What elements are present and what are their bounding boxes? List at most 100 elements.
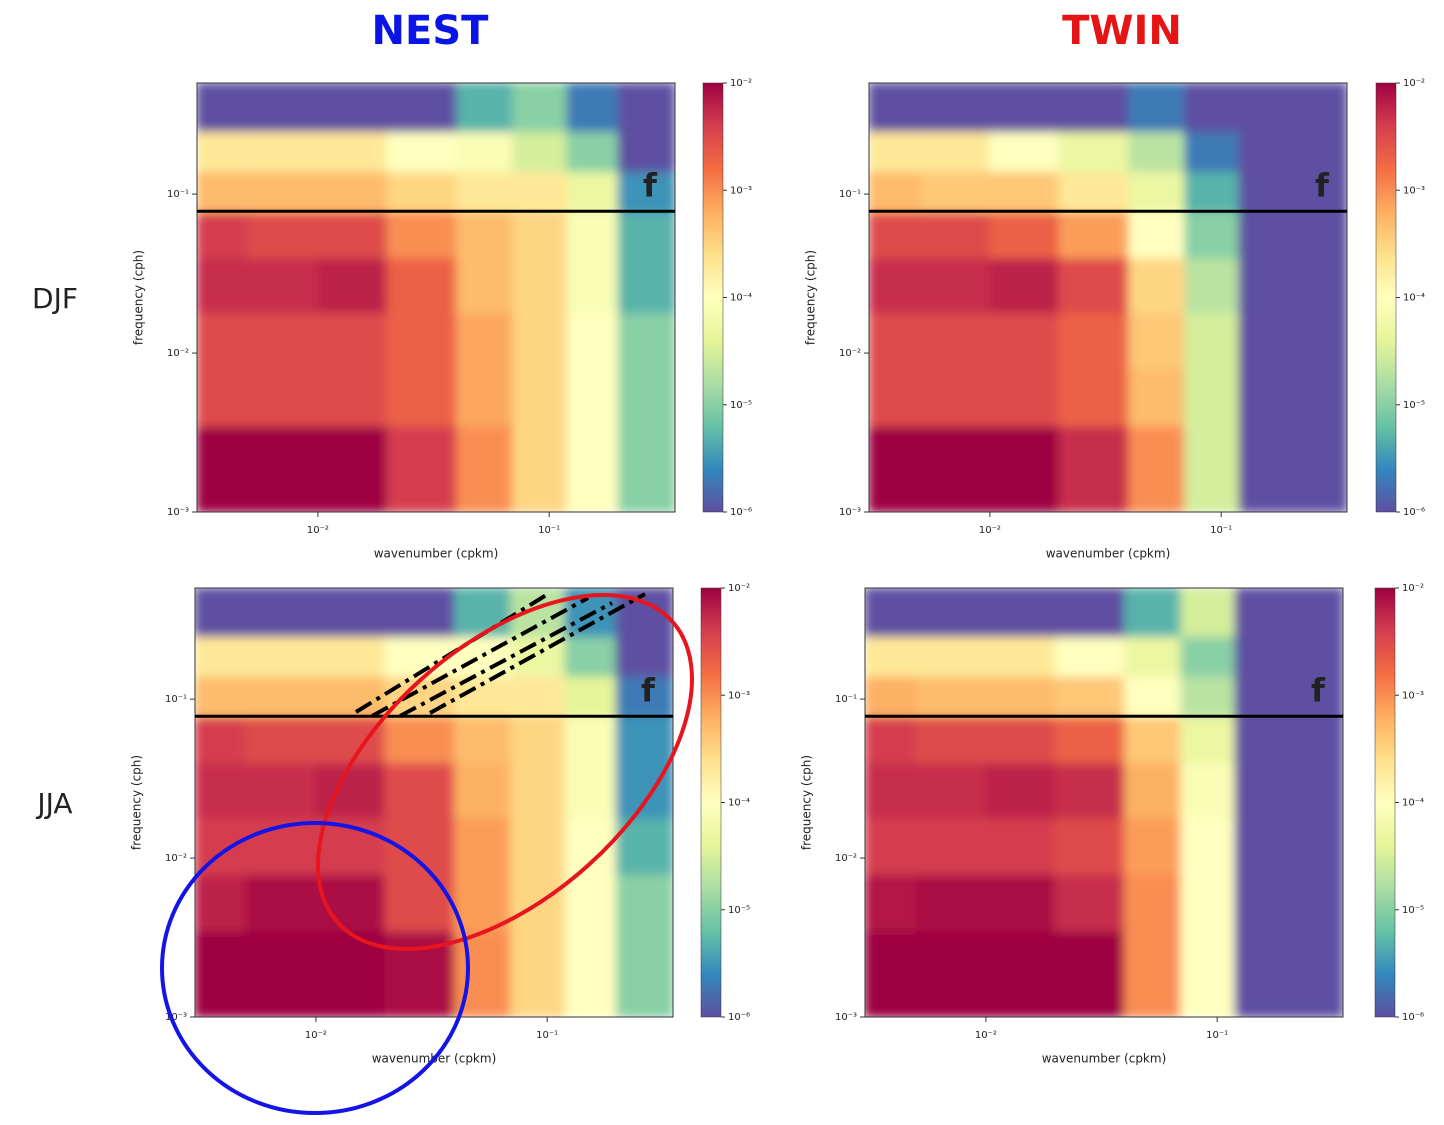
heatmap-cell (197, 367, 250, 427)
heatmap-cell (314, 761, 387, 819)
heatmap-cell (454, 588, 513, 637)
heatmap-cell (915, 816, 987, 875)
f-label: f (1311, 671, 1326, 709)
heatmap-cell (566, 424, 620, 512)
heatmap-cell (1058, 210, 1131, 259)
heatmap-cell (510, 761, 567, 819)
heatmap-cell (386, 210, 459, 259)
heatmap-cell (564, 872, 618, 932)
heatmap-cell (615, 929, 673, 1017)
heatmap-cell (1054, 872, 1127, 932)
heatmap-cell (1128, 169, 1187, 213)
heatmap-cell (1128, 424, 1187, 512)
heatmap-cells (197, 83, 675, 512)
colorbar-tick-label: 10⁻⁶ (728, 1012, 750, 1023)
heatmap-cell (615, 715, 673, 764)
heatmap-cell (566, 210, 620, 259)
y-axis-label: frequency (cph) (132, 250, 146, 345)
heatmap-cell (456, 169, 515, 213)
heatmap-cell (1285, 872, 1343, 932)
heatmap-cell (1234, 715, 1288, 764)
heatmap-cell (615, 674, 673, 718)
heatmap-cell (1234, 816, 1288, 875)
colorbar-tick-label: 10⁻⁶ (1402, 1012, 1424, 1023)
plot-frame (196, 82, 676, 513)
heatmap-cell (197, 129, 250, 172)
heatmap-cell (245, 634, 317, 677)
x-tick-label: 10⁻¹ (1210, 525, 1232, 536)
heatmap-cell (919, 256, 991, 314)
annotation-overlay (160, 592, 694, 1115)
heatmap-cell (566, 256, 620, 314)
heatmap-cell (510, 816, 567, 875)
heatmap-cell (316, 210, 389, 259)
heatmap-cell (314, 674, 387, 718)
heatmap-cell (512, 129, 569, 172)
colorbar-tick-label: 10⁻⁴ (1403, 293, 1425, 304)
heatmap-cell (512, 169, 569, 213)
heatmap-cell (1289, 210, 1347, 259)
heatmap-cell (247, 129, 319, 172)
heatmap-cell (617, 83, 675, 132)
heatmap-cell (1058, 367, 1131, 427)
heatmap-cell (1180, 588, 1237, 637)
heatmap-cell (512, 256, 569, 314)
heatmap-cell (869, 367, 922, 427)
heatmap-cells (865, 588, 1343, 1017)
y-tick-label: 10⁻² (165, 853, 187, 864)
colorbar-tick-label: 10⁻⁶ (730, 507, 752, 518)
heatmap-cell (197, 210, 250, 259)
heatmap-cell (1054, 715, 1127, 764)
heatmap-cell (1285, 929, 1343, 1017)
heatmap-cell (1124, 816, 1183, 875)
heatmap-cell (454, 715, 513, 764)
x-axis-label: wavenumber (cpkm) (374, 547, 499, 561)
x-tick-label: 10⁻¹ (536, 1030, 558, 1041)
heatmap-cell (1238, 210, 1292, 259)
heatmap-cell (1285, 715, 1343, 764)
heatmap-cells (195, 588, 673, 1017)
colorbar-tick-label: 10⁻⁵ (730, 400, 752, 411)
heatmap-cell (1124, 674, 1183, 718)
heatmap-cell (316, 129, 389, 172)
y-tick-label: 10⁻¹ (165, 694, 187, 705)
y-tick-label: 10⁻³ (839, 507, 861, 518)
heatmap-cell (456, 210, 515, 259)
heatmap-cell (512, 311, 569, 370)
heatmap-cell (512, 83, 569, 132)
heatmap-cell (617, 367, 675, 427)
heatmap-cell (314, 588, 387, 637)
heatmap-cell (869, 169, 922, 213)
y-tick-label: 10⁻¹ (167, 189, 189, 200)
row-label: JJA (35, 787, 72, 820)
heatmap-cell (1180, 761, 1237, 819)
heatmap-cell (510, 674, 567, 718)
f-label: f (1315, 166, 1330, 204)
heatmap-cell (919, 424, 991, 512)
x-axis-label: wavenumber (cpkm) (1042, 1052, 1167, 1066)
heatmap (865, 588, 1343, 1017)
heatmap-cell (512, 210, 569, 259)
heatmap-cell (564, 674, 618, 718)
heatmap-cell (869, 210, 922, 259)
heatmap-cell (1285, 674, 1343, 718)
heatmap-cell (1184, 210, 1241, 259)
heatmap-cell (919, 83, 991, 132)
heatmap-cell (617, 256, 675, 314)
heatmap-cell (869, 424, 922, 512)
heatmap-cell (245, 761, 317, 819)
heatmap-cell (386, 367, 459, 427)
heatmap-cell (915, 588, 987, 637)
heatmap-cell (195, 674, 248, 718)
heatmap-cell (564, 761, 618, 819)
y-tick-label: 10⁻³ (165, 1012, 187, 1023)
x-tick-label: 10⁻¹ (538, 525, 560, 536)
heatmap-cell (1289, 83, 1347, 132)
heatmap-cell (1285, 816, 1343, 875)
y-tick-label: 10⁻¹ (839, 189, 861, 200)
heatmap-cell (1238, 169, 1292, 213)
heatmap-cell (1180, 929, 1237, 1017)
y-axis-label: frequency (cph) (130, 755, 144, 850)
colorbar-tick-label: 10⁻⁵ (1402, 905, 1424, 916)
heatmap-cell (566, 83, 620, 132)
